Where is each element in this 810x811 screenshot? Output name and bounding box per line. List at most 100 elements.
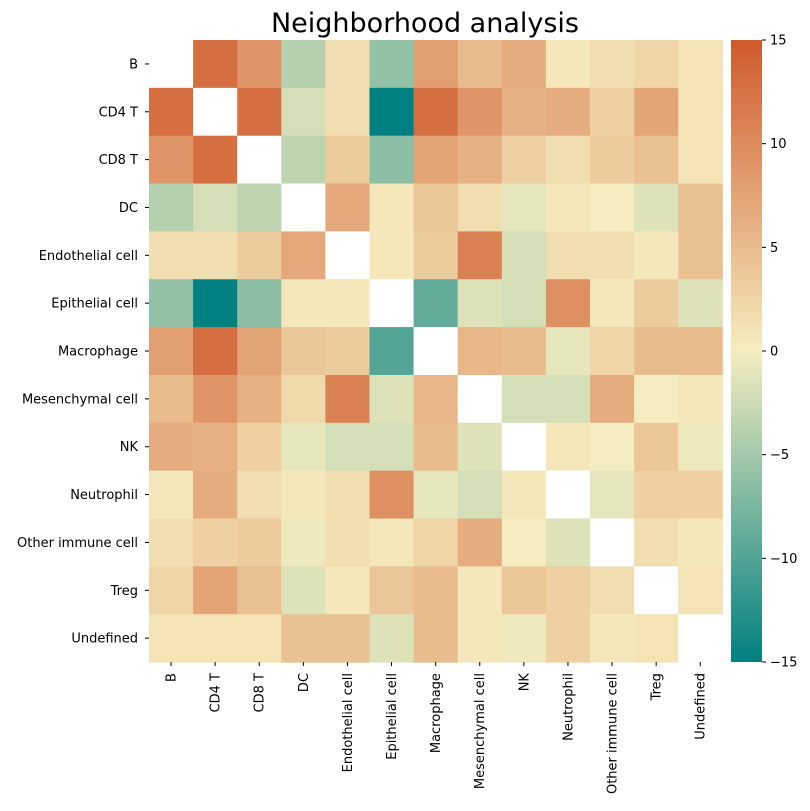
heatmap-cell	[149, 374, 194, 424]
colorbar-tick-label: −5	[770, 448, 789, 463]
heatmap-cell	[678, 374, 723, 424]
x-tick-label: CD8 T	[253, 673, 268, 712]
heatmap-cell	[545, 566, 591, 615]
heatmap-cell	[237, 135, 282, 185]
heatmap-cell	[501, 374, 547, 424]
heatmap-cell	[281, 231, 326, 280]
heatmap-cell	[634, 374, 679, 424]
heatmap-cell	[325, 566, 371, 615]
heatmap-cell	[237, 327, 282, 376]
heatmap-cell	[501, 40, 547, 89]
heatmap-cell	[590, 470, 635, 520]
heatmap-cell	[149, 470, 194, 520]
y-tick-label: Neutrophil	[70, 488, 138, 503]
heatmap-cell	[590, 40, 635, 89]
heatmap-cell	[634, 231, 679, 280]
heatmap-cell	[325, 40, 371, 89]
heatmap-cell	[237, 279, 282, 328]
heatmap-cell	[545, 40, 591, 89]
heatmap-cell	[193, 614, 238, 663]
x-tick-label: B	[165, 673, 180, 682]
heatmap-cell	[281, 135, 326, 185]
heatmap-cell	[237, 518, 282, 567]
heatmap-cell	[369, 374, 415, 424]
heatmap-cell	[281, 327, 326, 376]
heatmap-cell	[281, 374, 326, 424]
heatmap-cell	[149, 183, 194, 232]
heatmap-cell	[281, 87, 326, 137]
colorbar-ticks: 15 10 5 0 −5 −10 −15	[762, 34, 797, 671]
heatmap-cell	[193, 87, 238, 137]
heatmap-cell	[237, 374, 282, 424]
heatmap-cell	[193, 135, 238, 185]
heatmap-cell	[501, 279, 547, 328]
colorbar-tick-label: 15	[770, 34, 787, 49]
heatmap-cell	[413, 327, 459, 376]
heatmap-cell	[590, 87, 635, 137]
heatmap-cell	[237, 87, 282, 137]
heatmap-cell	[590, 327, 635, 376]
heatmap-cell	[193, 518, 238, 567]
heatmap-cell	[634, 470, 679, 520]
heatmap-cell	[193, 374, 238, 424]
heatmap-cell	[413, 374, 459, 424]
x-tick-label: Neutrophil	[561, 673, 576, 741]
heatmap-cell	[501, 183, 547, 232]
heatmap-cell	[634, 422, 679, 472]
heatmap-cell	[281, 614, 326, 663]
heatmap-cell	[501, 231, 547, 280]
heatmap-cell	[369, 279, 415, 328]
heatmap-cell	[545, 231, 591, 280]
heatmap-cell	[149, 422, 194, 472]
heatmap-cell	[413, 40, 459, 89]
heatmap-cell	[237, 566, 282, 615]
heatmap-cell	[457, 279, 503, 328]
heatmap-cell	[590, 566, 635, 615]
heatmap-cell	[149, 566, 194, 615]
colorbar: 15 10 5 0 −5 −10 −15	[731, 34, 797, 671]
heatmap-cell	[545, 614, 591, 663]
heatmap-cell	[149, 231, 194, 280]
heatmap-cell	[149, 518, 194, 567]
heatmap-cell	[501, 518, 547, 567]
heatmap-cells	[149, 40, 723, 663]
heatmap-cell	[457, 87, 503, 137]
heatmap-cell	[193, 231, 238, 280]
heatmap-cell	[678, 231, 723, 280]
colorbar-tick-label: 10	[770, 137, 787, 152]
heatmap-cell	[369, 135, 415, 185]
heatmap-cell	[369, 422, 415, 472]
heatmap-cell	[281, 422, 326, 472]
heatmap-cell	[325, 87, 371, 137]
heatmap-cell	[457, 566, 503, 615]
heatmap-cell	[413, 422, 459, 472]
x-tick-label: CD4 T	[209, 673, 224, 712]
heatmap-cell	[325, 135, 371, 185]
heatmap-cell	[281, 566, 326, 615]
heatmap-cell	[634, 279, 679, 328]
heatmap-cell	[545, 374, 591, 424]
heatmap-cell	[590, 614, 635, 663]
heatmap-cell	[545, 518, 591, 567]
heatmap-cell	[501, 422, 547, 472]
heatmap-cell	[369, 87, 415, 137]
heatmap-cell	[678, 40, 723, 89]
heatmap-cell	[193, 279, 238, 328]
heatmap-cell	[149, 279, 194, 328]
heatmap-cell	[237, 183, 282, 232]
heatmap-cell	[457, 40, 503, 89]
heatmap-cell	[325, 518, 371, 567]
x-tick-label: Mesenchymal cell	[473, 673, 488, 789]
heatmap-cell	[413, 279, 459, 328]
heatmap-cell	[678, 518, 723, 567]
heatmap-cell	[501, 470, 547, 520]
x-tick-label: Other immune cell	[606, 673, 621, 794]
heatmap-cell	[501, 614, 547, 663]
heatmap-cell	[325, 374, 371, 424]
heatmap-cell	[413, 183, 459, 232]
heatmap-cell	[590, 518, 635, 567]
heatmap-cell	[590, 279, 635, 328]
heatmap-cell	[678, 327, 723, 376]
y-tick-label: Treg	[110, 584, 138, 599]
y-tick-label: Undefined	[71, 632, 138, 647]
